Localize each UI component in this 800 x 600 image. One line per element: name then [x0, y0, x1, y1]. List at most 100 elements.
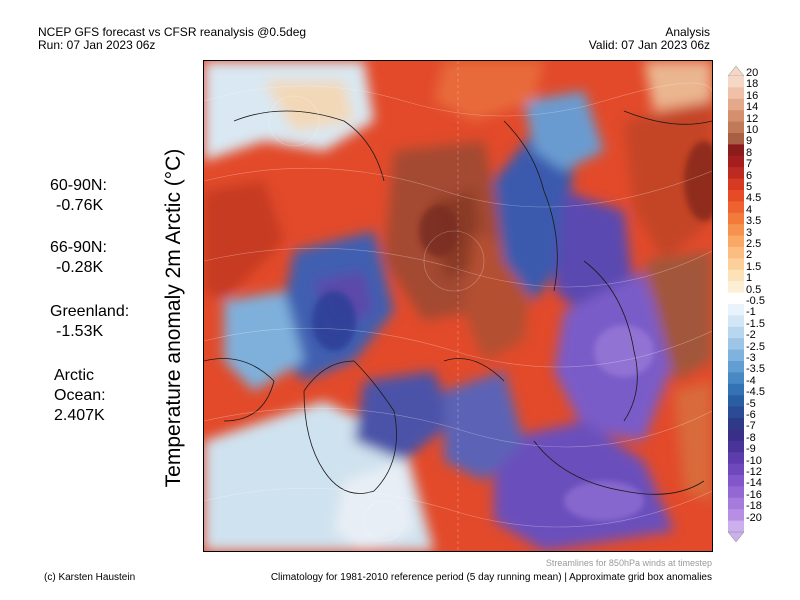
colorbar-segment	[728, 98, 744, 111]
colorbar-segment	[728, 520, 744, 533]
stat-label-2: Ocean:	[54, 387, 106, 404]
colorbar-segment	[728, 326, 744, 339]
climatology-note: Climatology for 1981-2010 reference peri…	[270, 572, 712, 583]
colorbar-tick-label: 14	[746, 101, 759, 114]
colorbar-tick-label: -8	[746, 431, 756, 444]
anomaly-field	[204, 61, 712, 551]
colorbar-tick-label: 10	[746, 124, 759, 136]
colorbar-tick-label: -3.5	[746, 363, 765, 376]
colorbar-tick-label: 1.5	[746, 260, 762, 273]
stat-value: -0.76K	[56, 197, 104, 214]
colorbar-tick-label: 9	[746, 135, 753, 148]
colorbar-tick-label: -0.5	[746, 295, 765, 307]
colorbar-tick-label: 2	[746, 249, 753, 262]
colorbar-tick-label: 18	[746, 78, 759, 91]
colorbar-min-arrow	[728, 531, 744, 542]
colorbar-segment	[728, 452, 744, 465]
colorbar-segment	[728, 144, 744, 157]
colorbar-segment	[728, 372, 744, 385]
colorbar-tick-label: -1	[746, 306, 756, 319]
colorbar-segment	[728, 509, 744, 522]
colorbar-tick-label: -5	[746, 397, 756, 410]
colorbar-segment	[728, 178, 744, 191]
colorbar-segment	[728, 440, 744, 453]
colorbar-segment	[728, 292, 744, 305]
colorbar-tick-label: 8	[746, 146, 753, 159]
streamlines-note: Streamlines for 850hPa winds at timestep	[545, 558, 712, 568]
stat-label: 60-90N:	[50, 177, 107, 194]
colorbar-segment	[728, 258, 744, 271]
colorbar-tick-label: 3.5	[746, 215, 762, 228]
colorbar-segment	[728, 110, 744, 123]
colorbar-segment	[728, 361, 744, 373]
colorbar-tick-label: -18	[746, 500, 762, 513]
colorbar-tick-label: 4.5	[746, 192, 762, 205]
colorbar-tick-label: 2.5	[746, 238, 762, 250]
colorbar-segment	[728, 486, 744, 499]
streamlines	[204, 82, 712, 542]
stat-label: Greenland:	[50, 303, 130, 320]
colorbar-segment	[728, 76, 744, 88]
colorbar-segment	[728, 269, 744, 282]
colorbar-segment	[728, 224, 744, 237]
colorbar-tick-label: -4	[746, 374, 756, 387]
colorbar-segment	[728, 87, 744, 100]
colorbar-tick-label: 4	[746, 203, 753, 216]
colorbar-tick-label: -1.5	[746, 317, 765, 330]
colorbar-tick-label: 12	[746, 112, 759, 125]
colorbar-segment	[728, 155, 744, 168]
map-title: NCEP GFS forecast vs CFSR reanalysis @0.…	[38, 25, 307, 39]
colorbar-tick-label: -20	[746, 511, 762, 524]
valid-label: Valid: 07 Jan 2023 06z	[588, 38, 710, 52]
colorbar-segment	[728, 201, 744, 214]
colorbar-tick-label: -3	[746, 352, 756, 364]
colorbar-segment	[728, 315, 744, 328]
colorbar-segment	[728, 338, 744, 351]
stat-arctic-ocean: Arctic Ocean: 2.407K	[54, 366, 106, 426]
colorbar-tick-label: -2	[746, 329, 756, 342]
anomaly-detail	[312, 141, 712, 521]
colorbar-tick-label: -9	[746, 443, 756, 456]
stat-label: 66-90N:	[50, 239, 107, 256]
colorbar-segment	[728, 121, 744, 134]
stat-greenland: Greenland: -1.53K	[50, 302, 129, 342]
colorbar-segment	[728, 212, 744, 225]
colorbar-segment	[728, 497, 744, 510]
colorbar-segment	[728, 406, 744, 419]
colorbar-tick-label: 16	[746, 89, 759, 102]
credit: (c) Karsten Haustein	[44, 572, 136, 583]
coastlines	[204, 110, 712, 495]
colorbar-tick-label: 6	[746, 169, 753, 182]
colorbar-segment	[728, 190, 744, 202]
colorbar-tick-label: 5	[746, 181, 753, 193]
y-axis-label: Temperature anomaly 2m Arctic (°C)	[162, 148, 185, 488]
colorbar-tick-label: 20	[746, 67, 759, 79]
map-canvas	[204, 61, 712, 551]
stat-66-90n: 66-90N: -0.28K	[50, 238, 107, 278]
colorbar-tick-label: -14	[746, 477, 762, 490]
colorbar-tick-label: -2.5	[746, 340, 765, 353]
colorbar-tick-label: 1	[746, 272, 753, 285]
stat-value: 2.407K	[54, 407, 105, 424]
colorbar-segment	[728, 463, 744, 476]
colorbar-tick-label: -12	[746, 466, 762, 478]
colorbar-segment	[728, 247, 744, 259]
run-label: Run: 07 Jan 2023 06z	[38, 38, 156, 52]
colorbar-segment	[728, 281, 744, 294]
colorbar-segment	[728, 475, 744, 487]
colorbar-segment	[728, 383, 744, 396]
colorbar-max-arrow	[728, 66, 744, 77]
colorbar-tick-label: -4.5	[746, 386, 765, 399]
colorbar-tick-label: 0.5	[746, 283, 762, 296]
colorbar-tick-label: 7	[746, 158, 753, 171]
colorbar-tick-label: -6	[746, 409, 756, 421]
colorbar	[728, 66, 744, 542]
colorbar-segment	[728, 235, 744, 248]
colorbar-segment	[728, 349, 744, 362]
colorbar-segment	[728, 167, 744, 180]
analysis-label: Analysis	[665, 25, 710, 39]
colorbar-segment	[728, 429, 744, 442]
stat-label: Arctic	[54, 367, 94, 384]
temperature-anomaly-map	[203, 60, 713, 552]
colorbar-segment	[728, 304, 744, 316]
